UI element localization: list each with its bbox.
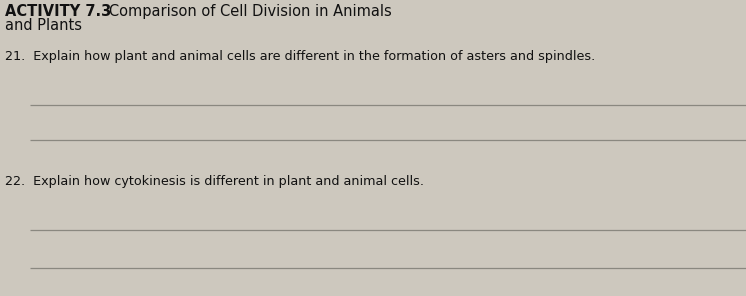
Text: 21.  Explain how plant and animal cells are different in the formation of asters: 21. Explain how plant and animal cells a… — [5, 50, 595, 63]
Text: Comparison of Cell Division in Animals: Comparison of Cell Division in Animals — [95, 4, 392, 19]
Text: 22.  Explain how cytokinesis is different in plant and animal cells.: 22. Explain how cytokinesis is different… — [5, 175, 424, 188]
Text: and Plants: and Plants — [5, 18, 82, 33]
Text: ACTIVITY 7.3: ACTIVITY 7.3 — [5, 4, 111, 19]
